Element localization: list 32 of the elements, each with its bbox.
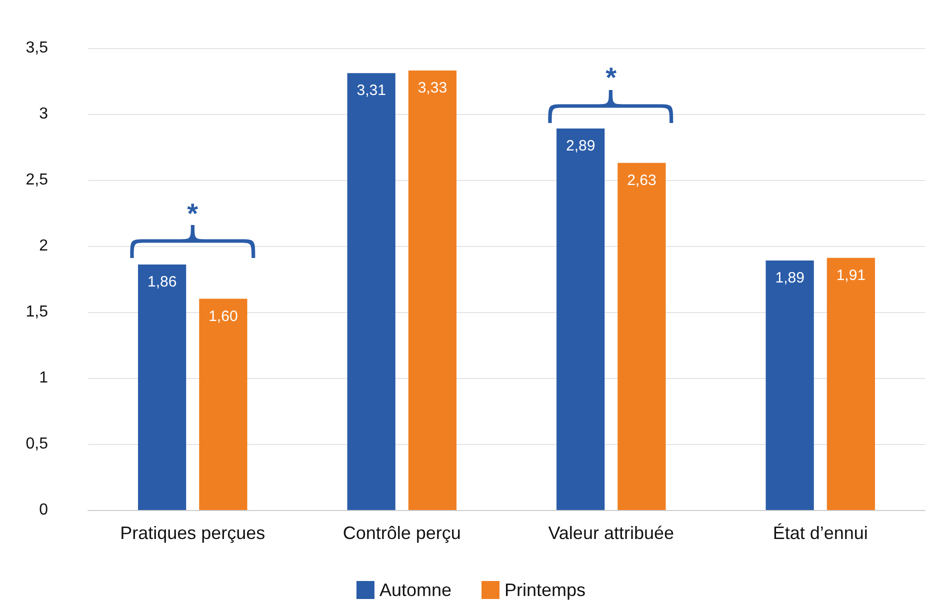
y-tick-label: 0,5 [26, 436, 48, 452]
x-tick-label: Valeur attribuée [548, 523, 674, 543]
data-label: 1,86 [147, 273, 177, 290]
legend-label: Automne [379, 580, 452, 600]
x-tick-label: État d’ennui [772, 523, 868, 543]
annotation: * [606, 62, 617, 94]
y-tick-label: 2 [39, 238, 48, 254]
bar [618, 162, 666, 510]
data-label: 1,91 [836, 266, 866, 284]
data-label: 1,89 [775, 270, 804, 287]
data-label: 1,60 [208, 308, 238, 325]
bar [347, 73, 396, 510]
annotation: * [187, 198, 198, 229]
legend-label: Printemps [504, 580, 586, 600]
y-tick-label: 1 [39, 370, 48, 386]
bar [556, 128, 605, 510]
bar [408, 70, 456, 510]
data-label: 2,63 [627, 172, 656, 189]
y-tick-label: 3,5 [26, 40, 48, 56]
bar [138, 264, 186, 510]
data-label: 2,89 [566, 138, 596, 155]
bar [766, 260, 814, 510]
y-tick-label: 2,5 [26, 172, 48, 188]
x-tick-label: Pratiques perçues [120, 523, 266, 543]
data-label: 3,33 [418, 79, 448, 96]
x-tick-label: Contrôle perçu [342, 523, 461, 543]
data-label: 3,31 [356, 82, 386, 100]
bar [199, 298, 248, 510]
y-tick-label: 1,5 [26, 304, 48, 320]
bar [826, 258, 875, 510]
y-tick-label: 3 [39, 106, 48, 122]
y-tick-label: 0 [39, 502, 48, 518]
